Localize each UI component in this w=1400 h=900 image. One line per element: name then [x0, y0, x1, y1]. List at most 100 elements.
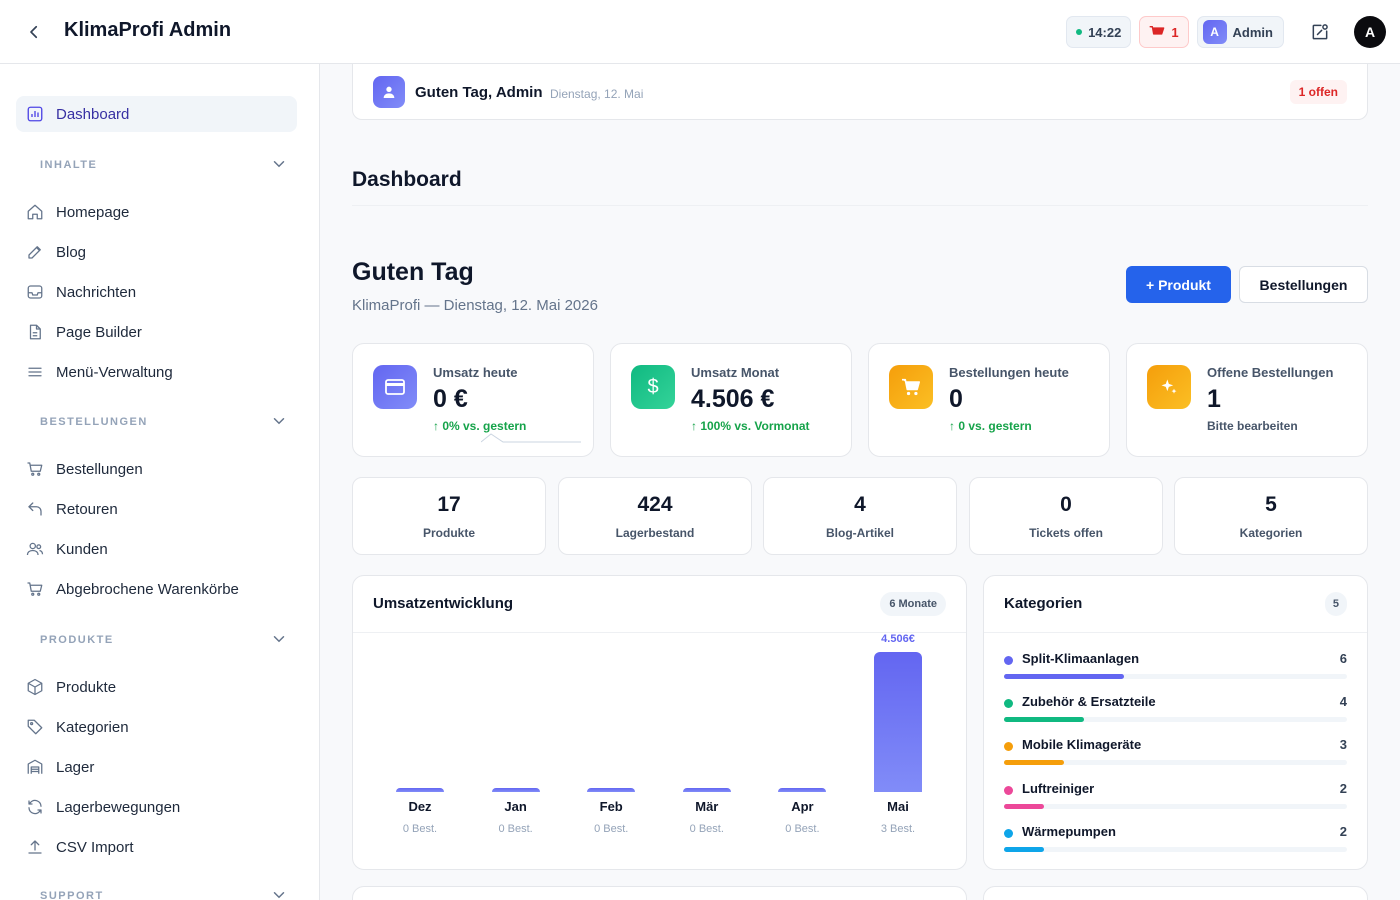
sidebar-item-lager[interactable]: Lager: [16, 749, 297, 785]
chevron-down-icon[interactable]: [270, 630, 288, 648]
lower-card-right: [983, 886, 1368, 900]
menu-icon: [26, 363, 44, 381]
chart-bar-0[interactable]: [396, 788, 444, 792]
chevron-down-icon[interactable]: [270, 412, 288, 430]
chart-bar-5[interactable]: [874, 652, 922, 792]
kpi-card-umsatz-monat[interactable]: $ Umsatz Monat 4.506 € ↑ 100% vs. Vormon…: [610, 343, 852, 457]
sidebar-item-nachrichten[interactable]: Nachrichten: [16, 274, 297, 310]
category-progress-fill: [1004, 803, 1045, 809]
chart-order-count: 0 Best.: [594, 823, 629, 835]
category-dot-icon: [1004, 742, 1013, 752]
kpi-value: 0 €: [433, 385, 468, 413]
sidebar-item-produkte[interactable]: Produkte: [16, 669, 297, 705]
sidebar-item-label: Lagerbewegungen: [56, 798, 181, 816]
categories-card: Kategorien 5 Split-Klimaanlagen 6 Zubehör …: [983, 575, 1368, 870]
stat-kategorien[interactable]: 5 Kategorien: [1174, 477, 1368, 555]
sidebar-item-retouren[interactable]: Retouren: [16, 491, 297, 527]
category-count: 4: [1339, 694, 1347, 710]
user-avatar[interactable]: A: [1354, 16, 1386, 48]
category-row[interactable]: Wärmepumpen 2: [1004, 824, 1347, 858]
return-icon: [26, 500, 44, 518]
section-label-inhalte: INHALTE: [40, 159, 98, 171]
kpi-value: 0: [949, 385, 963, 413]
category-row[interactable]: Split-Klimaanlagen 6: [1004, 651, 1347, 685]
category-count: 2: [1339, 780, 1347, 796]
external-window-icon: [1312, 24, 1328, 40]
stat-lagerbestand[interactable]: 424 Lagerbestand: [558, 477, 752, 555]
orders-button[interactable]: Bestellungen: [1239, 266, 1368, 303]
sidebar-item-kunden[interactable]: Kunden: [16, 531, 297, 567]
greeting-text: Guten Tag, Admin: [415, 84, 543, 101]
category-row[interactable]: Zubehör & Ersatzteile 4: [1004, 694, 1347, 728]
section-label-support: SUPPORT: [40, 890, 104, 900]
stat-label: Produkte: [422, 526, 475, 540]
stat-value: 424: [637, 493, 673, 516]
refresh-icon: [26, 798, 44, 816]
chart-bar-4[interactable]: [778, 788, 827, 792]
sidebar-item-bestellungen[interactable]: Bestellungen: [16, 451, 297, 487]
chart-order-count: 0 Best.: [402, 823, 438, 835]
dollar-icon: $: [631, 365, 675, 409]
kpi-card-offene-bestellungen[interactable]: Offene Bestellungen 1 Bitte bearbeiten: [1126, 343, 1368, 457]
kpi-trend: ↑ 0 vs. gestern: [949, 419, 1032, 433]
cart-icon: [26, 460, 44, 478]
stat-blog-artikel[interactable]: 4 Blog-Artikel: [763, 477, 957, 555]
stat-produkte[interactable]: 17 Produkte: [352, 477, 546, 555]
add-product-button[interactable]: + Produkt: [1126, 266, 1231, 303]
sidebar-item-dashboard[interactable]: Dashboard: [16, 96, 297, 132]
category-progress-fill: [1004, 717, 1085, 723]
chevron-down-icon[interactable]: [270, 155, 288, 173]
open-shop-button[interactable]: [1302, 14, 1338, 50]
category-progress-track: [1004, 674, 1347, 679]
kpi-note: Bitte bearbeiten: [1207, 419, 1298, 433]
chart-bar-3[interactable]: [682, 788, 731, 792]
category-row[interactable]: Mobile Klimageräte 3: [1004, 737, 1347, 771]
kpi-value: 1: [1207, 385, 1221, 413]
chart-tick-label: Feb: [599, 799, 623, 814]
sidebar-item-menu-verwaltung[interactable]: Menü-Verwaltung: [16, 354, 297, 390]
inbox-icon: [26, 283, 44, 301]
category-row[interactable]: Luftreiniger 2: [1004, 781, 1347, 815]
cart-icon: [26, 580, 44, 598]
sidebar-item-page-builder[interactable]: Page Builder: [16, 314, 297, 350]
sidebar-item-blog[interactable]: Blog: [16, 234, 297, 270]
category-name: Wärmepumpen: [1022, 823, 1116, 839]
category-dot-icon: [1004, 656, 1013, 665]
user-icon: [373, 76, 405, 108]
kpi-label: Offene Bestellungen: [1207, 365, 1334, 380]
category-name: Zubehör & Ersatzteile: [1022, 694, 1156, 710]
sidebar-item-homepage[interactable]: Homepage: [16, 194, 297, 230]
admin-pill[interactable]: A Admin: [1196, 16, 1284, 48]
tag-icon: [26, 718, 44, 736]
kpi-card-umsatz-heute[interactable]: Umsatz heute 0 € ↑ 0% vs. gestern: [352, 343, 594, 457]
clock-pill: 14:22: [1066, 16, 1132, 48]
greeting-date: Dienstag, 12. Mai: [550, 87, 644, 101]
category-name: Split-Klimaanlagen: [1022, 651, 1140, 666]
stat-tickets-offen[interactable]: 0 Tickets offen: [969, 477, 1163, 555]
category-progress-track: [1004, 803, 1347, 809]
sidebar-item-label: Menü-Verwaltung: [56, 363, 173, 381]
admin-badge: A: [1202, 20, 1227, 44]
greeting-bar: Guten Tag, Admin Dienstag, 12. Mai 1 off…: [352, 64, 1368, 120]
category-progress-fill: [1004, 674, 1125, 679]
card-title: Umsatzentwicklung: [373, 595, 514, 612]
chevron-down-icon[interactable]: [270, 886, 288, 900]
sidebar-item-label: Dashboard: [56, 105, 130, 123]
sidebar-item-label: Retouren: [56, 500, 118, 518]
users-icon: [26, 540, 44, 558]
chart-bar-2[interactable]: [587, 788, 636, 792]
page-title: Dashboard: [352, 168, 462, 191]
chart-bar-1[interactable]: [491, 788, 540, 792]
home-icon: [26, 203, 44, 221]
open-orders-badge[interactable]: 1 offen: [1289, 80, 1347, 104]
back-button[interactable]: [22, 20, 46, 44]
period-badge[interactable]: 6 Monate: [880, 592, 946, 616]
hello-title: Guten Tag: [352, 258, 474, 286]
sidebar-item-abgebrochene-warenkoerbe[interactable]: Abgebrochene Warenkörbe: [16, 571, 297, 607]
sidebar-item-lagerbewegungen[interactable]: Lagerbewegungen: [16, 789, 297, 825]
cart-pill[interactable]: 1: [1139, 16, 1189, 48]
kpi-card-bestellungen-heute[interactable]: Bestellungen heute 0 ↑ 0 vs. gestern: [868, 343, 1110, 457]
sidebar-item-kategorien[interactable]: Kategorien: [16, 709, 297, 745]
category-name: Luftreiniger: [1022, 780, 1095, 796]
sidebar-item-csv-import[interactable]: CSV Import: [16, 829, 297, 865]
